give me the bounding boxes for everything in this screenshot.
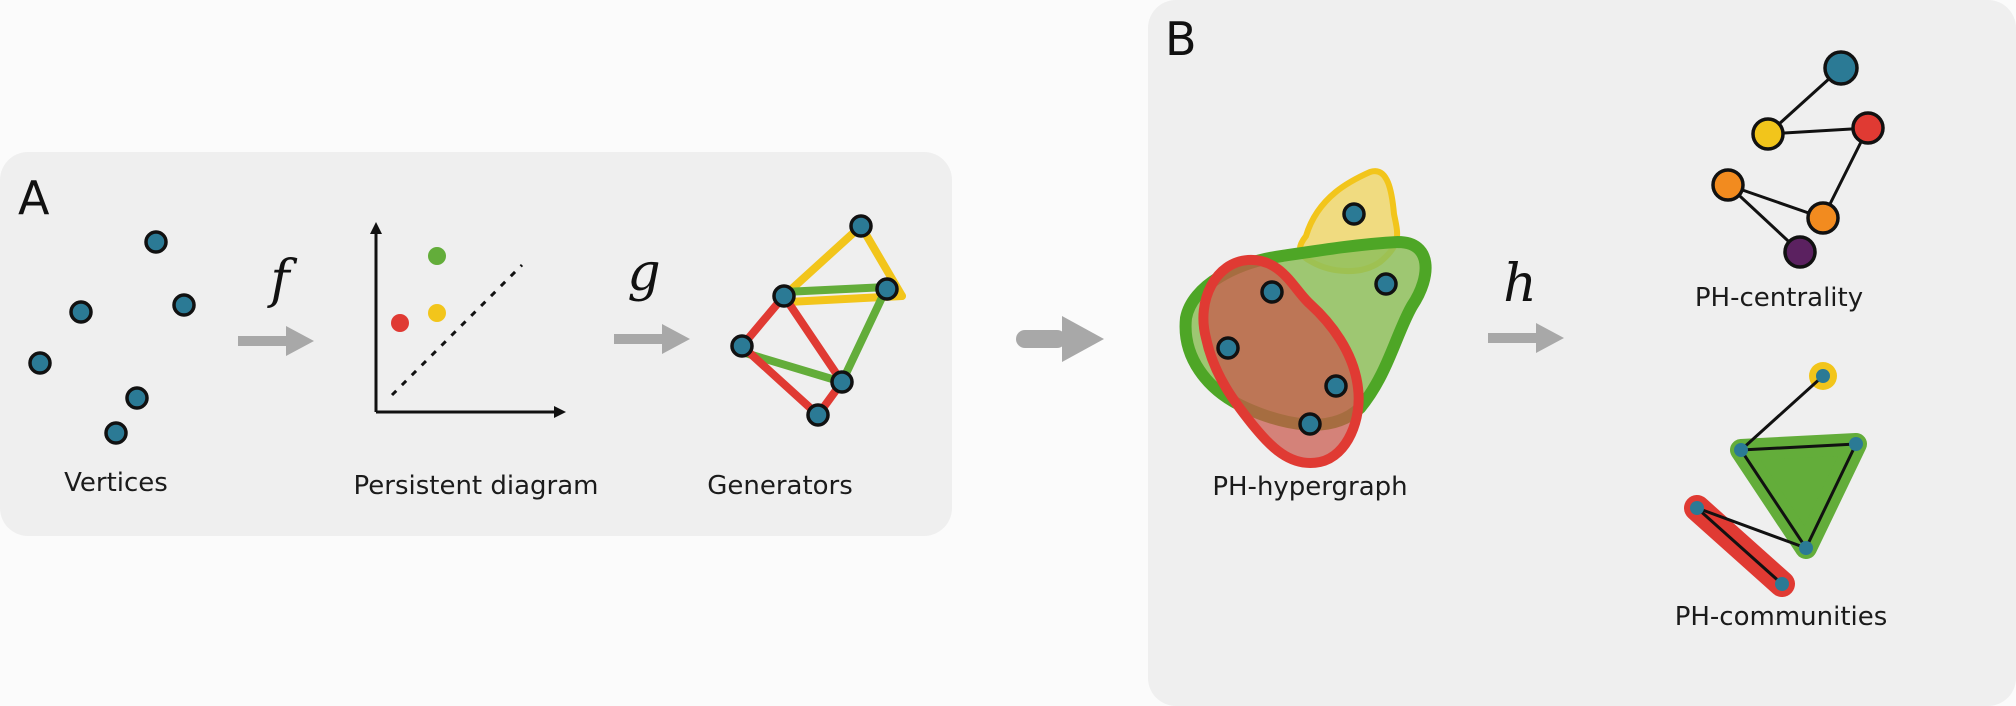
arrow-f	[238, 326, 314, 356]
communities-graph	[1684, 362, 1867, 597]
vertex	[69, 300, 93, 324]
diagram-label: Persistent diagram	[354, 471, 599, 501]
arrow-h-label: h	[1503, 254, 1537, 314]
vertex	[144, 230, 168, 254]
centrality-node-yellow	[1751, 117, 1785, 151]
community-vertex	[1816, 369, 1830, 383]
red-hyperedge	[1198, 254, 1364, 468]
hypergraph	[1179, 168, 1432, 468]
panel-a-letter: A	[18, 171, 50, 225]
generator-vertex	[875, 277, 899, 301]
hypergraph-vertex	[1216, 336, 1240, 360]
x-axis-arrowhead	[554, 406, 566, 418]
hypergraph-vertex	[1324, 374, 1348, 398]
centrality-node-red	[1851, 111, 1885, 145]
green-point	[428, 247, 446, 265]
vertex	[172, 293, 196, 317]
hypergraph-vertex	[1298, 412, 1322, 436]
arrow-h	[1488, 323, 1564, 353]
centrality-graph	[1711, 50, 1885, 269]
persistence-diagram	[370, 222, 566, 418]
centrality-node-purple	[1783, 235, 1817, 269]
community-vertex	[1799, 541, 1813, 555]
centrality-node-orange	[1806, 201, 1840, 235]
hypergraph-vertex	[1342, 202, 1366, 226]
generators-graph	[730, 214, 906, 427]
panel-b-letter: B	[1165, 12, 1197, 66]
community-vertex	[1690, 501, 1704, 515]
vertex-scatter	[28, 230, 196, 445]
community-vertex	[1734, 443, 1748, 457]
hypergraph-label: PH-hypergraph	[1212, 472, 1407, 502]
vertex	[125, 386, 149, 410]
arrow-g-label: g	[627, 243, 660, 303]
vertices-label: Vertices	[64, 468, 168, 498]
red-point	[391, 314, 409, 332]
generator-vertex	[772, 284, 796, 308]
generator-vertex	[806, 403, 830, 427]
arrow-g	[614, 324, 690, 354]
y-axis-arrowhead	[370, 222, 382, 234]
centrality-node-teal	[1823, 50, 1859, 86]
community-vertex	[1849, 437, 1863, 451]
panel-transition-arrow	[1016, 316, 1104, 362]
vertex	[28, 351, 52, 375]
hypergraph-vertex	[1374, 272, 1398, 296]
diagonal	[390, 263, 524, 397]
vertex	[104, 421, 128, 445]
yellow-point	[428, 304, 446, 322]
hypergraph-vertex	[1260, 280, 1284, 304]
generator-vertex	[830, 370, 854, 394]
generator-vertex	[849, 214, 873, 238]
panel-a-background	[0, 152, 952, 536]
generator-vertex	[730, 334, 754, 358]
centrality-node-orange	[1711, 168, 1745, 202]
communities-label: PH-communities	[1675, 602, 1888, 632]
generators-label: Generators	[707, 471, 853, 501]
centrality-label: PH-centrality	[1695, 283, 1863, 313]
community-vertex	[1775, 577, 1789, 591]
